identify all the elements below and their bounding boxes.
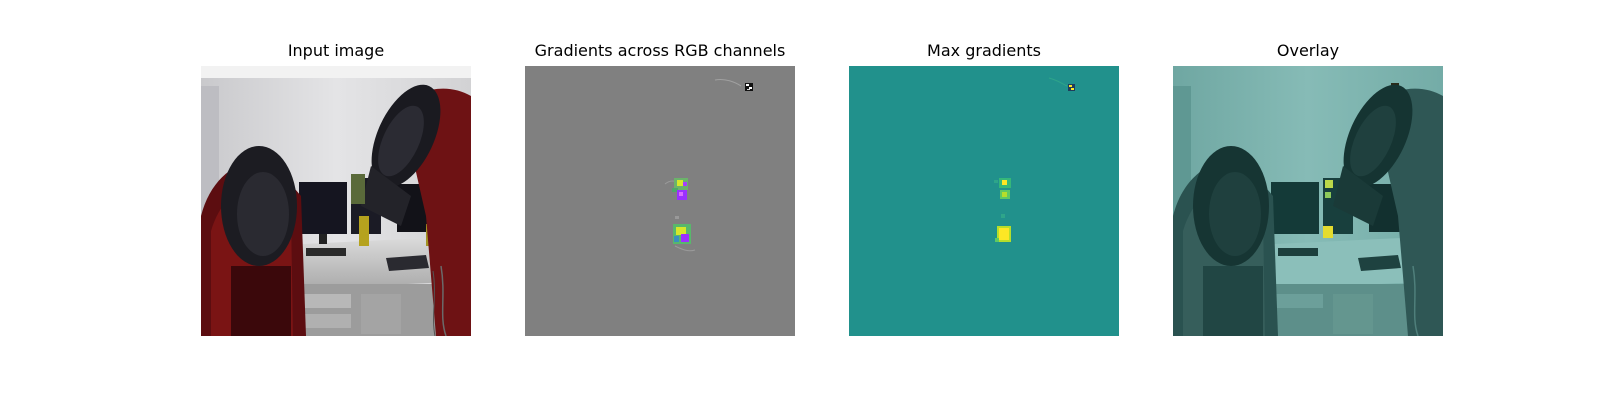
max-gradients-image: [849, 66, 1119, 336]
overlay-panel: Overlay: [1173, 36, 1443, 336]
rgb-gradients-title: Gradients across RGB channels: [534, 41, 786, 60]
input-image: [201, 66, 471, 336]
input-image-panel: Input image: [201, 36, 471, 336]
overlay-image: [1173, 66, 1443, 336]
rgb-gradients-image: [525, 66, 795, 336]
overlay-title: Overlay: [1276, 41, 1340, 60]
max-gradients-title: Max gradients: [927, 41, 1041, 60]
rgb-gradients-panel: Gradients across RGB channels: [525, 36, 795, 336]
input-image-title: Input image: [287, 41, 385, 60]
max-gradients-panel: Max gradients: [849, 36, 1119, 336]
